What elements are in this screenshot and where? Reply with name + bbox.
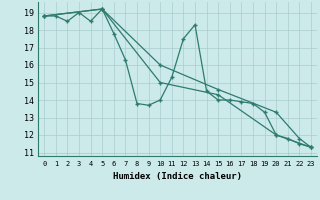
X-axis label: Humidex (Indice chaleur): Humidex (Indice chaleur) <box>113 172 242 181</box>
